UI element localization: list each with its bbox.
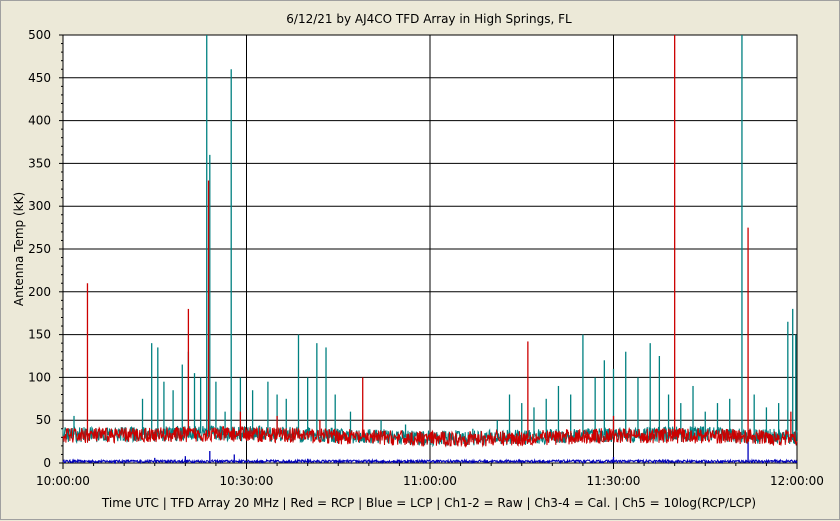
x-tick-label: 11:00:00 (403, 474, 457, 488)
chart-title: 6/12/21 by AJ4CO TFD Array in High Sprin… (286, 12, 572, 26)
axis-layer: 0 50 100 150 200 250 300 350 400 450 500 10:00:00 10… (28, 28, 824, 488)
y-axis-label: Antenna Temp (kK) (12, 192, 26, 306)
y-tick-label: 150 (28, 328, 51, 342)
series-1 (62, 35, 798, 449)
y-tick-label: 350 (28, 156, 51, 170)
series-layer (62, 35, 798, 465)
y-tick-label: 50 (36, 413, 51, 427)
x-tick-label: 10:30:00 (220, 474, 274, 488)
y-tick-label: 450 (28, 71, 51, 85)
y-tick-label: 0 (43, 456, 51, 470)
x-axis-label: Time UTC | TFD Array 20 MHz | Red = RCP … (101, 496, 756, 510)
series-2 (62, 437, 798, 465)
y-tick-label: 200 (28, 285, 51, 299)
y-tick-label: 300 (28, 199, 51, 213)
series-line (62, 458, 798, 465)
y-tick-label: 500 (28, 28, 51, 42)
y-tick-label: 250 (28, 242, 51, 256)
x-tick-label: 11:30:00 (587, 474, 641, 488)
x-tick-label: 10:00:00 (36, 474, 90, 488)
x-tick-label: 12:00:00 (770, 474, 824, 488)
y-tick-label: 100 (28, 370, 51, 384)
y-tick-label: 400 (28, 114, 51, 128)
